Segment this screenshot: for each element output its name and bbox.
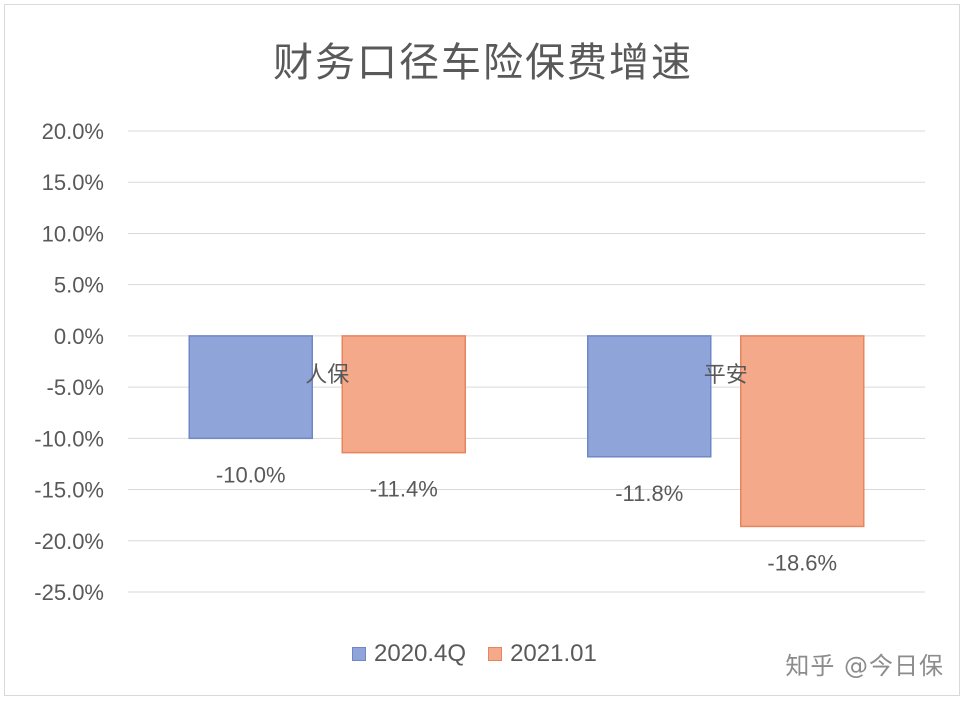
bar — [341, 335, 466, 454]
y-tick-label: 10.0% — [42, 221, 104, 246]
chart-title: 财务口径车险保费增速 — [273, 40, 693, 86]
bar — [587, 335, 712, 458]
y-tick-label: 15.0% — [42, 170, 104, 195]
watermark: 知乎 @今日保 — [785, 652, 944, 680]
legend-item-2020-4q: 2020.4Q — [352, 640, 466, 668]
y-tick-label: -20.0% — [34, 529, 104, 554]
legend-swatch-2020-4q — [352, 647, 366, 661]
data-label: -18.6% — [767, 550, 837, 575]
y-tick-label: 20.0% — [42, 119, 104, 144]
bar — [188, 335, 313, 440]
bar — [740, 335, 865, 528]
data-label: -11.8% — [615, 481, 683, 506]
y-tick-label: -5.0% — [47, 375, 104, 400]
y-tick-label: 0.0% — [54, 324, 104, 349]
data-label: -11.4% — [370, 477, 438, 502]
legend-label-2020-4q: 2020.4Q — [374, 640, 467, 667]
category-label: 平安 — [704, 363, 748, 388]
y-tick-label: 5.0% — [54, 273, 104, 298]
legend-item-2021-01: 2021.01 — [488, 640, 597, 668]
legend-label-2021-01: 2021.01 — [510, 640, 597, 667]
y-tick-label: -25.0% — [34, 580, 104, 605]
category-label: 人保 — [305, 363, 349, 388]
legend-swatch-2021-01 — [488, 647, 503, 661]
y-tick-label: -15.0% — [34, 478, 104, 503]
data-label: -10.0% — [216, 462, 286, 487]
y-tick-label: -10.0% — [34, 426, 104, 451]
chart-legend: 2020.4Q 2021.01 — [352, 640, 597, 668]
